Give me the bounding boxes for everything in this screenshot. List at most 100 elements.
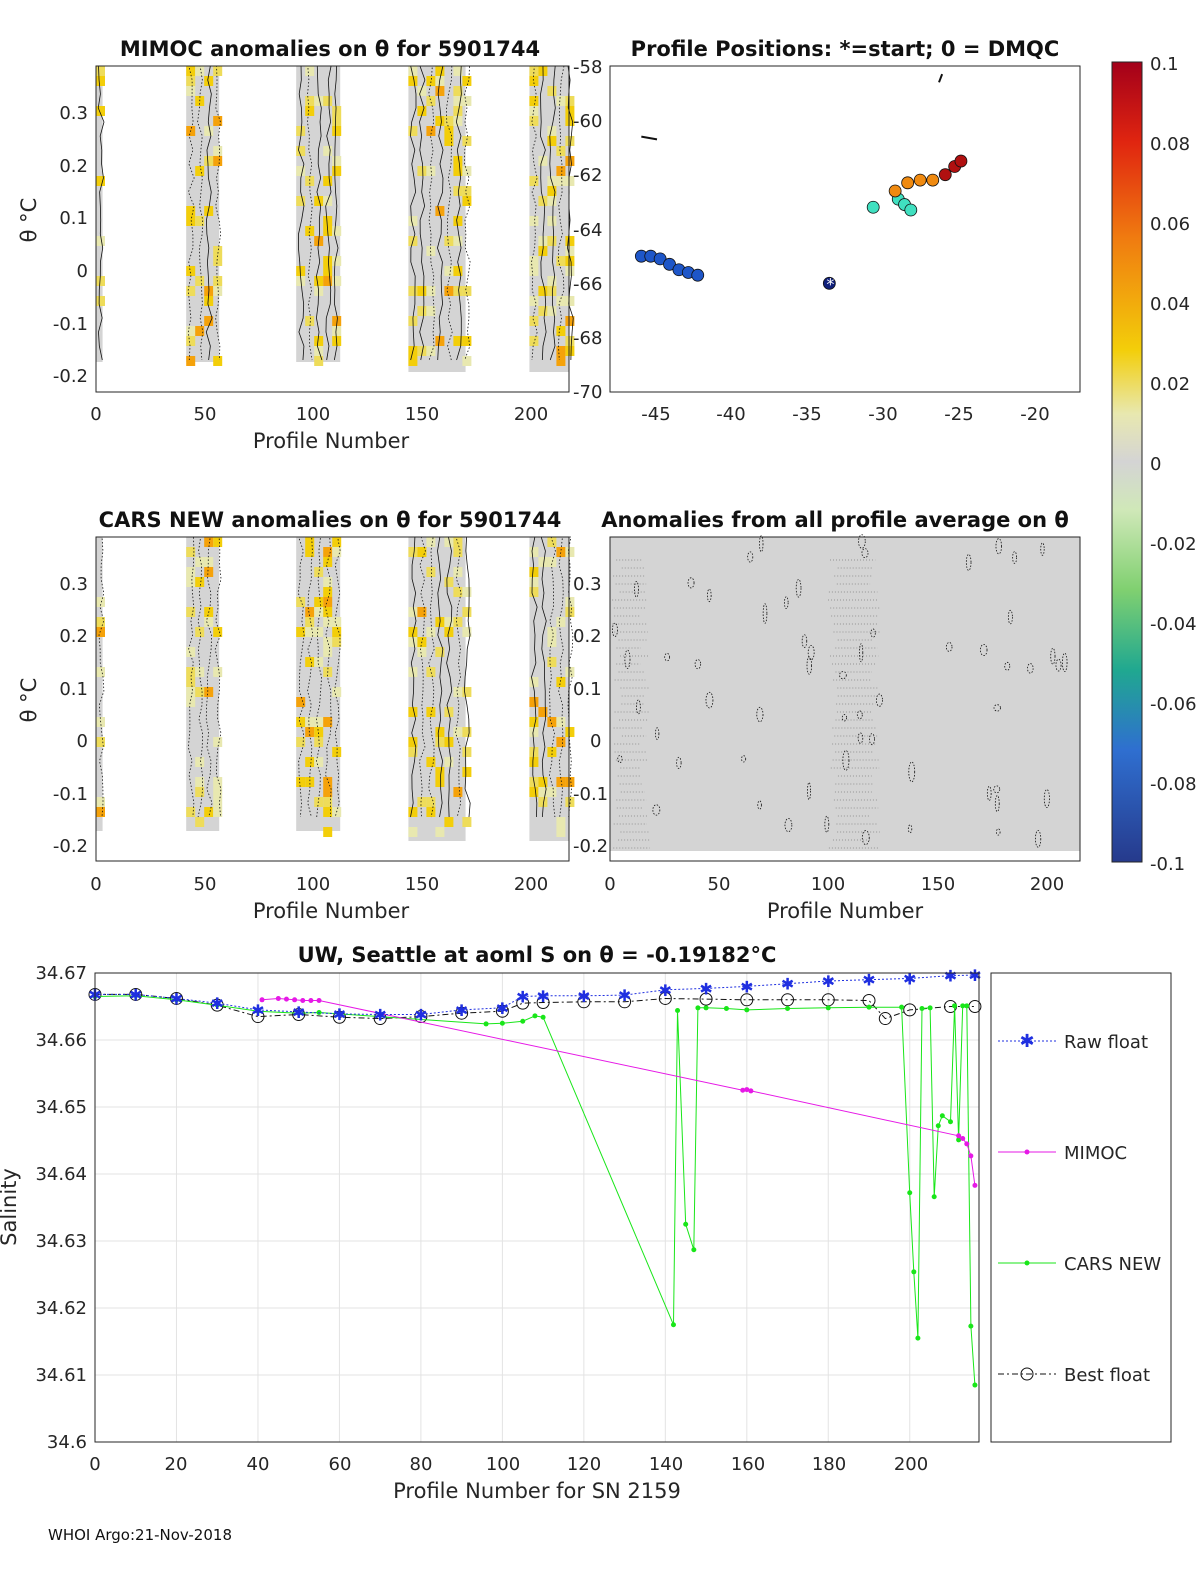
contour-blob	[858, 534, 866, 549]
anomaly-cell	[417, 166, 427, 176]
anomaly-cell	[96, 106, 105, 116]
data-point: ✱	[659, 981, 672, 1000]
anomaly-cell	[323, 807, 333, 817]
anomaly-cell	[408, 737, 418, 747]
anomaly-cell	[296, 126, 306, 136]
x-tick-label: 120	[567, 1454, 601, 1475]
anomaly-cell	[408, 66, 418, 76]
contour-blob	[1040, 542, 1045, 556]
anomaly-cell	[186, 667, 196, 677]
anomaly-cell	[444, 577, 454, 587]
anomaly-cell	[323, 266, 333, 276]
x-tick-label: 200	[514, 874, 548, 895]
anomaly-cell	[556, 717, 566, 727]
anomaly-cell	[195, 326, 205, 336]
anomaly-cell	[186, 76, 196, 86]
anomaly-cell	[305, 66, 315, 76]
anomaly-cell	[204, 126, 214, 136]
anomaly-cell	[444, 136, 454, 146]
y-tick-label: 34.6	[47, 1432, 87, 1453]
panel-salinity: UW, Seattle at aoml S on θ = -0.19182°C …	[0, 943, 1172, 1503]
x-tick-label: 180	[812, 1454, 846, 1475]
anomaly-cell	[538, 797, 548, 807]
anomaly-cell	[186, 567, 196, 577]
anomaly-cell	[462, 356, 472, 366]
anomaly-cell	[332, 106, 342, 116]
position-point	[938, 168, 952, 182]
anomaly-cell	[417, 306, 427, 316]
contour-line	[428, 65, 435, 361]
y-tick-label: -0.2	[53, 366, 88, 387]
anomaly-cell	[332, 547, 342, 557]
anomaly-cell	[195, 166, 205, 176]
anomaly-cell	[426, 126, 436, 136]
anomaly-cell	[435, 86, 445, 96]
anomaly-cell	[453, 266, 463, 276]
contour-blob	[624, 649, 631, 669]
y-tick-label: -0.2	[573, 836, 608, 857]
anomaly-cell	[96, 807, 105, 817]
data-point: ✱	[822, 972, 835, 991]
anomaly-cell	[305, 226, 315, 236]
anomaly-cell	[538, 787, 548, 797]
anomaly-cell	[538, 196, 548, 206]
legend-label: Raw float	[1064, 1032, 1148, 1053]
data-point: ✱	[577, 987, 590, 1006]
anomaly-cell	[435, 116, 445, 126]
anomaly-cell	[408, 707, 418, 717]
anomaly-cell	[565, 316, 575, 326]
y-tick-label: 34.63	[35, 1231, 87, 1252]
contour-blob	[806, 656, 813, 675]
anomaly-cell	[565, 266, 575, 276]
data-point	[878, 1012, 892, 1026]
dot-marker-icon	[1024, 1149, 1030, 1155]
contour-blob	[784, 818, 793, 833]
anomaly-cell	[444, 537, 454, 547]
data-point: ✱	[333, 1005, 346, 1024]
anomaly-cell	[408, 126, 418, 136]
anomaly-cell	[186, 356, 196, 366]
anomaly-cell	[213, 356, 223, 366]
anomaly-cell	[426, 567, 436, 577]
data-point	[259, 997, 265, 1003]
y-tick-label: 0.1	[59, 208, 88, 229]
anomaly-cell	[417, 346, 427, 356]
anomaly-cell	[213, 156, 223, 166]
anomaly-cell	[565, 246, 575, 256]
anomaly-cell	[556, 176, 566, 186]
anomaly-cell	[408, 356, 418, 366]
anomaly-cell	[296, 146, 306, 156]
anomaly-cell	[314, 597, 324, 607]
anomaly-cell	[529, 216, 539, 226]
anomaly-cell	[195, 627, 205, 637]
anomaly-cell	[462, 607, 472, 617]
average-axes-box	[609, 536, 1081, 862]
anomaly-cell	[186, 266, 196, 276]
anomaly-cell	[314, 717, 324, 727]
contour-blob	[842, 750, 850, 771]
data-point	[927, 1005, 933, 1011]
data-point	[744, 1007, 750, 1013]
colorbar-tick: 0	[1150, 454, 1161, 475]
data-point: ✱	[211, 994, 224, 1013]
anomaly-cell	[462, 196, 472, 206]
anomaly-cell	[565, 176, 575, 186]
anomaly-cell	[213, 627, 223, 637]
anomaly-cell	[529, 677, 539, 687]
anomaly-cell	[204, 206, 214, 216]
contour-blob	[801, 634, 808, 648]
salinity-title: UW, Seattle at aoml S on θ = -0.19182°C	[298, 943, 777, 967]
anomaly-cell	[204, 76, 214, 86]
y-tick-label: 34.61	[35, 1365, 87, 1386]
anomaly-cell	[453, 537, 463, 547]
anomaly-cell	[529, 587, 539, 597]
x-tick-label: 20	[165, 1454, 188, 1475]
anomaly-cell	[96, 597, 105, 607]
anomaly-cell	[417, 286, 427, 296]
colorbar-ticks: 0.1 0.08 0.06 0.04 0.02 0 -0.02 -0.04 -0…	[1150, 54, 1197, 875]
anomaly-cell	[408, 627, 418, 637]
data-point	[723, 1006, 729, 1012]
mimoc-title: MIMOC anomalies on θ for 5901744	[120, 37, 540, 61]
data-point	[939, 1113, 945, 1119]
anomaly-cell	[529, 787, 539, 797]
